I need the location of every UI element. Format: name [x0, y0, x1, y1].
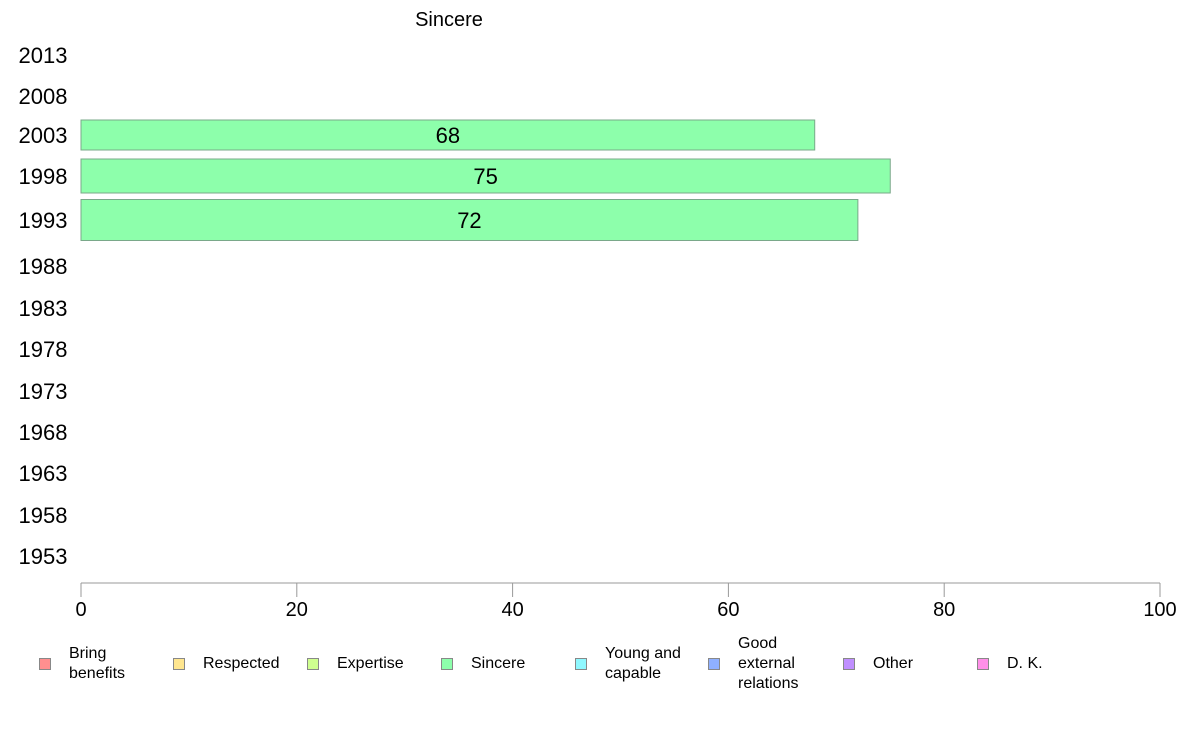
bar: [80, 199, 859, 241]
legend-label: Other: [873, 655, 914, 672]
x-tick-label: 100: [1143, 599, 1176, 621]
legend-item: Other: [843, 654, 913, 674]
legend-label: Bring benefits: [69, 645, 126, 682]
y-tick-label: 2013: [19, 43, 68, 68]
y-tick-label: 1963: [19, 461, 68, 486]
legend-item: Young and capable: [575, 644, 681, 684]
legend-swatch: [843, 658, 855, 670]
x-tick-label: 60: [717, 599, 739, 621]
legend-item: Respected: [173, 654, 280, 674]
y-tick-label: 1988: [19, 254, 68, 279]
data-label: 68: [436, 123, 460, 148]
legend-item: D. K.: [977, 654, 1043, 674]
legend-label: Good external relations: [738, 635, 799, 692]
y-tick-label: 1998: [19, 164, 68, 189]
legend-item: Good external relations: [708, 634, 798, 694]
legend-label: D. K.: [1007, 655, 1043, 672]
legend-item: Bring benefits: [39, 644, 125, 684]
y-tick-label: 1953: [19, 544, 68, 569]
y-tick-label: 2003: [19, 123, 68, 148]
legend-swatch: [708, 658, 720, 670]
y-tick-label: 2008: [19, 84, 68, 109]
legend-swatch: [977, 658, 989, 670]
data-label: 75: [473, 164, 497, 189]
data-label: 72: [457, 208, 481, 233]
chart-title: Sincere: [415, 9, 483, 31]
legend-swatch: [575, 658, 587, 670]
y-tick-label: 1968: [19, 420, 68, 445]
x-tick-label: 0: [75, 599, 86, 621]
chart-legend: Bring benefits Respected Expertise Sincere Y…: [0, 634, 1188, 706]
y-tick-label: 1983: [19, 296, 68, 321]
bar: [80, 119, 816, 151]
x-tick-label: 80: [933, 599, 955, 621]
legend-label: Young and capable: [605, 645, 681, 682]
legend-label: Sincere: [471, 655, 526, 672]
legend-label: Respected: [203, 655, 280, 672]
y-tick-label: 1978: [19, 337, 68, 362]
legend-swatch: [307, 658, 319, 670]
x-tick-label: 40: [501, 599, 523, 621]
legend-label: Expertise: [337, 655, 404, 672]
x-tick-label: 20: [286, 599, 308, 621]
legend-swatch: [173, 658, 185, 670]
y-tick-label: 1993: [19, 208, 68, 233]
legend-item: Sincere: [441, 654, 525, 674]
bar: [80, 158, 891, 194]
legend-swatch: [39, 658, 51, 670]
legend-swatch: [441, 658, 453, 670]
legend-item: Expertise: [307, 654, 404, 674]
y-tick-label: 1958: [19, 503, 68, 528]
y-tick-label: 1973: [19, 379, 68, 404]
bar-chart: Sincere 2013 2008 2003 68 1998 75 1993 72 1988 198…: [19, 9, 1177, 621]
